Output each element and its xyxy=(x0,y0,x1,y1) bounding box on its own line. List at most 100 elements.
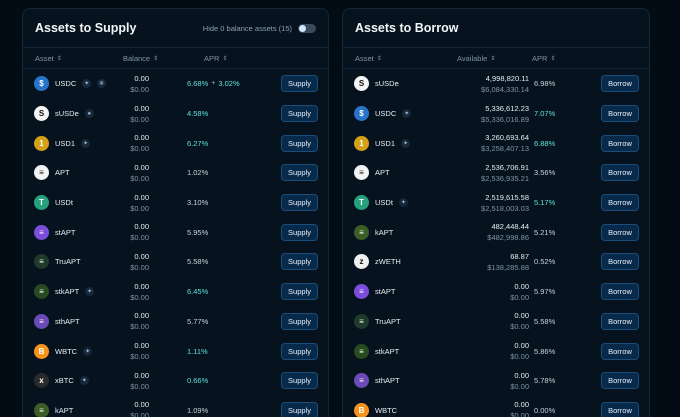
borrow-button[interactable]: Borrow xyxy=(601,312,639,330)
apr-primary: 5.97% xyxy=(534,287,556,297)
balance-cell: 2,519,615.58 $2,518,003.03 xyxy=(481,192,529,214)
supply-button[interactable]: Supply xyxy=(281,253,318,271)
asset-cell[interactable]: T USDt xyxy=(34,195,73,211)
asset-cell[interactable]: ≡ sthAPT xyxy=(34,313,80,329)
borrow-button[interactable]: Borrow xyxy=(601,253,639,271)
asset-cell[interactable]: ≡ kAPT xyxy=(354,224,393,240)
supply-button[interactable]: Supply xyxy=(281,194,318,212)
balance-cell: 4,998,820.11 $6,084,330.14 xyxy=(481,73,529,95)
balance-cell: 2,536,706.91 $2,536,935.21 xyxy=(481,162,529,184)
stkapt-icon: ≡ xyxy=(34,284,49,300)
col-apr-label: APR xyxy=(204,53,220,63)
borrow-button[interactable]: Borrow xyxy=(601,134,639,152)
supply-button[interactable]: Supply xyxy=(281,75,318,93)
asset-cell[interactable]: B WBTC ✦ xyxy=(34,343,93,359)
amount-value: 0.00 xyxy=(134,370,149,380)
apr-value: 5.95% xyxy=(187,228,208,237)
usd-value: $0.00 xyxy=(130,381,149,391)
borrow-button[interactable]: Borrow xyxy=(601,283,639,301)
supply-button[interactable]: Supply xyxy=(281,105,318,123)
asset-cell[interactable]: z zWETH xyxy=(354,254,401,270)
col-balance[interactable]: Balance ⇕ xyxy=(123,54,158,63)
col-asset[interactable]: Asset ⇕ xyxy=(35,54,62,63)
asset-cell[interactable]: ≡ stkAPT ✦ xyxy=(34,284,95,300)
apr-primary: 5.58% xyxy=(187,257,209,267)
table-row: ≡ stAPT 0.00 $0.00 5.97% Borrow xyxy=(343,277,649,307)
asset-cell[interactable]: ≡ stAPT xyxy=(354,284,395,300)
usd-value: $2,518,003.03 xyxy=(481,203,529,213)
apr-value: 3.10% xyxy=(187,198,208,207)
usd-value: $0.00 xyxy=(130,352,149,362)
hide-zero-balance[interactable]: Hide 0 balance assets (15) xyxy=(202,23,316,33)
asset-cell[interactable]: ≡ APT xyxy=(34,165,70,181)
supply-button[interactable]: Supply xyxy=(281,223,318,241)
borrow-button[interactable]: Borrow xyxy=(601,194,639,212)
snowflake-badge-icon: ❄ xyxy=(97,79,107,89)
amount-value: 0.00 xyxy=(134,222,149,232)
borrow-button[interactable]: Borrow xyxy=(601,164,639,182)
asset-cell[interactable]: 1 USD1 ✦ xyxy=(354,135,411,151)
hide-zero-label: Hide 0 balance assets (15) xyxy=(202,23,292,33)
balance-cell: 0.00 $0.00 xyxy=(510,310,529,332)
supply-button[interactable]: Supply xyxy=(281,372,318,390)
asset-cell[interactable]: B WBTC xyxy=(354,402,397,417)
usd-value: $0.00 xyxy=(510,381,529,391)
apr-primary: 3.56% xyxy=(534,168,556,178)
star-badge-icon: ✦ xyxy=(81,138,91,148)
borrow-button[interactable]: Borrow xyxy=(601,75,639,93)
asset-cell[interactable]: ≡ stAPT xyxy=(34,224,75,240)
amount-value: 0.00 xyxy=(134,251,149,261)
supply-button[interactable]: Supply xyxy=(281,283,318,301)
col-apr[interactable]: APR ⇕ xyxy=(532,54,555,63)
asset-cell[interactable]: T USDt ✦ xyxy=(354,195,408,211)
col-apr[interactable]: APR ⇕ xyxy=(204,54,227,63)
balance-cell: 5,336,612.23 $5,336,016.89 xyxy=(481,103,529,125)
asset-cell[interactable]: $ USDC ✦ xyxy=(354,106,412,122)
asset-symbol: xBTC xyxy=(55,376,74,386)
apr-value: 0.52% xyxy=(534,257,555,266)
asset-cell[interactable]: $ USDC ✦ ❄ xyxy=(34,76,107,92)
supply-button[interactable]: Supply xyxy=(281,401,318,417)
col-available[interactable]: Available ⇕ xyxy=(457,54,495,63)
supply-button[interactable]: Supply xyxy=(281,134,318,152)
asset-cell[interactable]: ≡ APT xyxy=(354,165,390,181)
table-row: ≡ sthAPT 0.00 $0.00 5.77% Supply xyxy=(23,307,328,337)
truapt-icon: ≡ xyxy=(354,313,369,329)
amount-value: 2,536,706.91 xyxy=(485,162,529,172)
usd-value: $0.00 xyxy=(130,233,149,243)
balance-cell: 0.00 $0.00 xyxy=(510,370,529,392)
usd-value: $0.00 xyxy=(130,322,149,332)
supply-button[interactable]: Supply xyxy=(281,342,318,360)
sort-icon: ⇕ xyxy=(153,55,159,62)
coin-badge-icon: ● xyxy=(84,109,94,119)
balance-cell: 0.00 $0.00 xyxy=(130,340,149,362)
asset-cell[interactable]: ≡ stkAPT xyxy=(354,343,399,359)
table-row: ≡ kAPT 482,448.44 $482,998.86 5.21% Borrow xyxy=(343,217,649,247)
hide-zero-toggle[interactable] xyxy=(298,23,316,33)
asset-cell[interactable]: 1 USD1 ✦ xyxy=(34,135,91,151)
borrow-button[interactable]: Borrow xyxy=(601,342,639,360)
asset-cell[interactable]: ≡ kAPT xyxy=(34,402,73,417)
amount-value: 0.00 xyxy=(514,370,529,380)
asset-cell[interactable]: ≡ sthAPT xyxy=(354,373,400,389)
apr-primary: 6.98% xyxy=(534,79,556,89)
table-row: x xBTC ✦ 0.00 $0.00 0.66% Supply xyxy=(23,366,328,396)
supply-button[interactable]: Supply xyxy=(281,312,318,330)
balance-cell: 0.00 $0.00 xyxy=(130,162,149,184)
apr-primary: 5.21% xyxy=(534,227,556,237)
asset-cell[interactable]: ≡ TruAPT xyxy=(34,254,81,270)
borrow-button[interactable]: Borrow xyxy=(601,105,639,123)
borrow-button[interactable]: Borrow xyxy=(601,372,639,390)
asset-cell[interactable]: ≡ TruAPT xyxy=(354,313,401,329)
wbtc-icon: B xyxy=(354,402,369,417)
asset-cell[interactable]: x xBTC ✦ xyxy=(34,373,89,389)
borrow-button[interactable]: Borrow xyxy=(601,223,639,241)
supply-button[interactable]: Supply xyxy=(281,164,318,182)
col-asset[interactable]: Asset ⇕ xyxy=(355,54,382,63)
table-row: $ USDC ✦ 5,336,612.23 $5,336,016.89 7.07% Borr… xyxy=(343,99,649,129)
borrow-button[interactable]: Borrow xyxy=(601,401,639,417)
